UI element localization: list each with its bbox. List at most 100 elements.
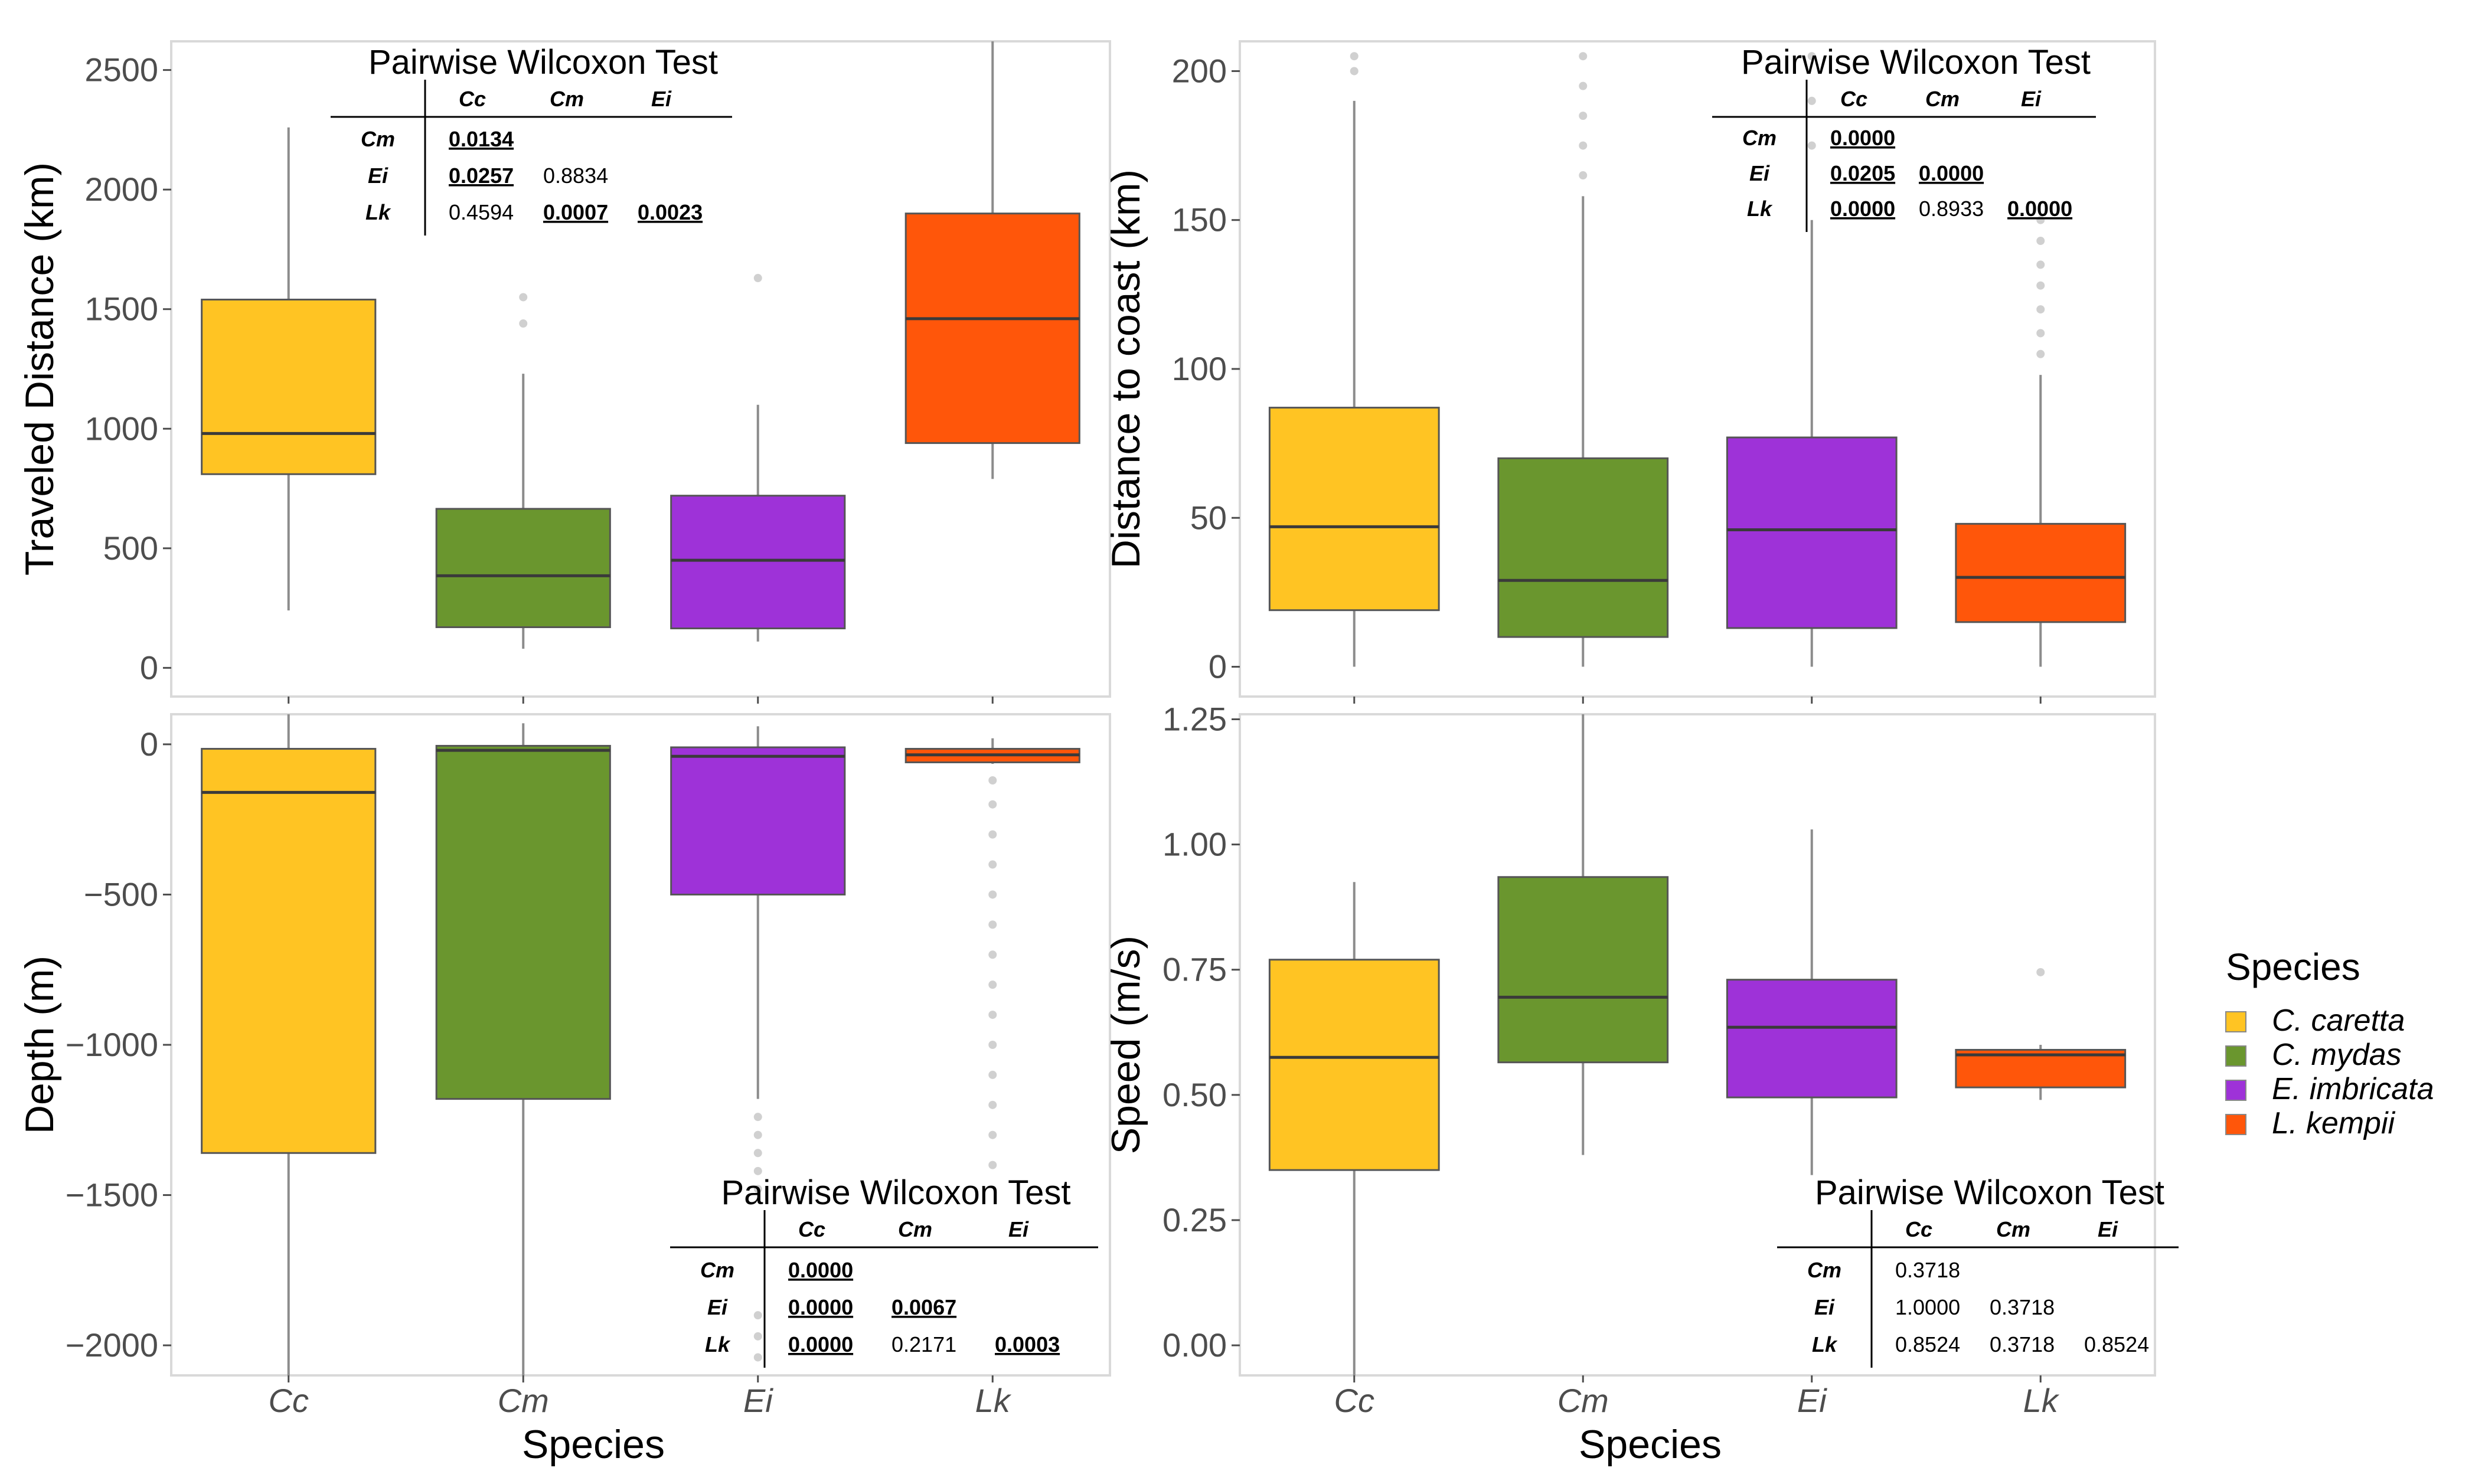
outlier-point xyxy=(1807,141,1816,150)
wilcoxon-cell: 0.0003 xyxy=(995,1332,1060,1356)
y-tick-label: 150 xyxy=(1172,201,1227,238)
outlier-point xyxy=(988,1130,997,1139)
box-Ei xyxy=(1726,829,1898,1175)
y-tick-label: 1500 xyxy=(84,290,158,328)
outlier-point xyxy=(1579,141,1588,150)
wilcoxon-row-header: Ei xyxy=(707,1295,728,1319)
x-tick-label: Ei xyxy=(743,1382,773,1419)
wilcoxon-row-header: Ei xyxy=(368,164,388,188)
box-body xyxy=(435,744,611,1100)
outlier-point xyxy=(1807,96,1816,105)
wilcoxon-row-header: Lk xyxy=(1747,197,1773,221)
wilcoxon-cell: 0.0000 xyxy=(788,1295,853,1319)
box-body xyxy=(1955,522,2127,623)
wilcoxon-cell: 0.8524 xyxy=(2084,1332,2149,1356)
outlier-point xyxy=(988,1161,997,1169)
wilcoxon-row-header: Lk xyxy=(1812,1332,1838,1356)
outlier-point xyxy=(1579,112,1588,120)
outlier-point xyxy=(988,1011,997,1019)
outlier-point xyxy=(753,1311,762,1320)
box-body xyxy=(1268,407,1440,612)
outlier-point xyxy=(988,1100,997,1109)
wilcoxon-row-header: Cm xyxy=(1807,1258,1841,1282)
x-tick-label: Cc xyxy=(1334,1382,1374,1419)
outlier-point xyxy=(519,319,528,328)
outlier-point xyxy=(1807,52,1816,61)
x-tick-label: Cc xyxy=(269,1382,309,1419)
outlier-point xyxy=(753,1353,762,1362)
box-body xyxy=(201,748,377,1154)
outlier-point xyxy=(2036,349,2045,358)
y-tick-label: −1500 xyxy=(66,1176,158,1214)
wilcoxon-cell: 0.0257 xyxy=(449,164,514,188)
legend-label-Lk: L. kempii xyxy=(2272,1106,2396,1140)
y-tick-label: 200 xyxy=(1172,52,1227,89)
wilcoxon-col-header: Ei xyxy=(651,87,672,111)
wilcoxon-cell: 1.0000 xyxy=(1895,1295,1960,1319)
box-body xyxy=(670,495,846,630)
outlier-point xyxy=(988,950,997,959)
box-Lk xyxy=(1955,215,2127,667)
wilcoxon-title: Pairwise Wilcoxon Test xyxy=(368,43,718,81)
x-tick-label: Lk xyxy=(975,1382,1012,1419)
wilcoxon-cell: 0.0000 xyxy=(1830,197,1895,221)
box-Cc xyxy=(1268,52,1440,667)
outlier-point xyxy=(1579,52,1588,61)
wilcoxon-col-header: Cc xyxy=(1905,1217,1932,1241)
y-tick-label: −500 xyxy=(84,875,158,913)
outlier-point xyxy=(753,1166,762,1175)
box-Lk xyxy=(904,738,1080,1169)
legend-swatch-Cc xyxy=(2225,1011,2246,1032)
box-Ei xyxy=(670,726,846,1362)
box-body xyxy=(670,746,846,895)
wilcoxon-cell: 0.0205 xyxy=(1830,161,1895,185)
y-tick-label: 1.00 xyxy=(1162,826,1227,863)
box-body xyxy=(1497,457,1669,638)
wilcoxon-title: Pairwise Wilcoxon Test xyxy=(1741,43,2091,81)
wilcoxon-col-header: Cm xyxy=(898,1217,932,1241)
y-tick-label: 0 xyxy=(140,725,158,763)
legend-label-Cc: C. caretta xyxy=(2272,1004,2405,1038)
x-tick-label: Cm xyxy=(1557,1382,1609,1419)
box-body xyxy=(435,508,611,629)
wilcoxon-title: Pairwise Wilcoxon Test xyxy=(1815,1174,2164,1212)
wilcoxon-col-header: Ei xyxy=(1008,1217,1029,1241)
outlier-point xyxy=(1350,52,1359,61)
x-axis-title: Species xyxy=(1579,1422,1722,1467)
outlier-point xyxy=(2036,237,2045,246)
outlier-point xyxy=(988,890,997,899)
y-tick-label: −2000 xyxy=(66,1326,158,1364)
outlier-point xyxy=(2036,305,2045,314)
outlier-point xyxy=(1350,67,1359,76)
y-tick-label: 0 xyxy=(140,649,158,686)
wilcoxon-col-header: Cm xyxy=(550,87,584,111)
wilcoxon-cell: 0.2171 xyxy=(892,1332,956,1356)
box-Cc xyxy=(1268,882,1440,1375)
outlier-point xyxy=(988,830,997,839)
wilcoxon-cell: 0.4594 xyxy=(449,200,514,224)
box-Cc xyxy=(201,127,377,611)
outlier-point xyxy=(988,1041,997,1049)
outlier-point xyxy=(988,776,997,785)
box-body xyxy=(1726,436,1898,629)
wilcoxon-col-header: Cc xyxy=(459,87,486,111)
wilcoxon-cell: 0.3718 xyxy=(1990,1332,2055,1356)
outlier-point xyxy=(1579,171,1588,180)
x-tick-label: Cm xyxy=(498,1382,549,1419)
wilcoxon-table: Pairwise Wilcoxon Test Cc Cm Ei Cm 0.0000 Ei 0.… xyxy=(1712,43,2096,232)
y-tick-label: 0 xyxy=(1209,648,1227,685)
outlier-point xyxy=(753,1185,762,1194)
wilcoxon-col-header: Cm xyxy=(1996,1217,2030,1241)
wilcoxon-cell: 0.8834 xyxy=(543,164,608,188)
y-axis-title: Depth (m) xyxy=(17,956,62,1134)
y-tick-label: 0.00 xyxy=(1162,1326,1227,1364)
wilcoxon-cell: 0.0000 xyxy=(1919,161,1984,185)
box-Cm xyxy=(1497,714,1669,1155)
y-tick-label: 0.75 xyxy=(1162,951,1227,988)
panel-top-left: 0 500 1000 1500 2000 2500 Traveled Distance (k… xyxy=(17,40,1111,704)
y-axis-title: Speed (m/s) xyxy=(1103,936,1148,1154)
wilcoxon-row-header: Cm xyxy=(1742,126,1777,150)
panel-top-right: 0 50 100 150 200 Distance to coast (km) Pairwi… xyxy=(1103,40,2156,704)
outlier-point xyxy=(2036,281,2045,290)
